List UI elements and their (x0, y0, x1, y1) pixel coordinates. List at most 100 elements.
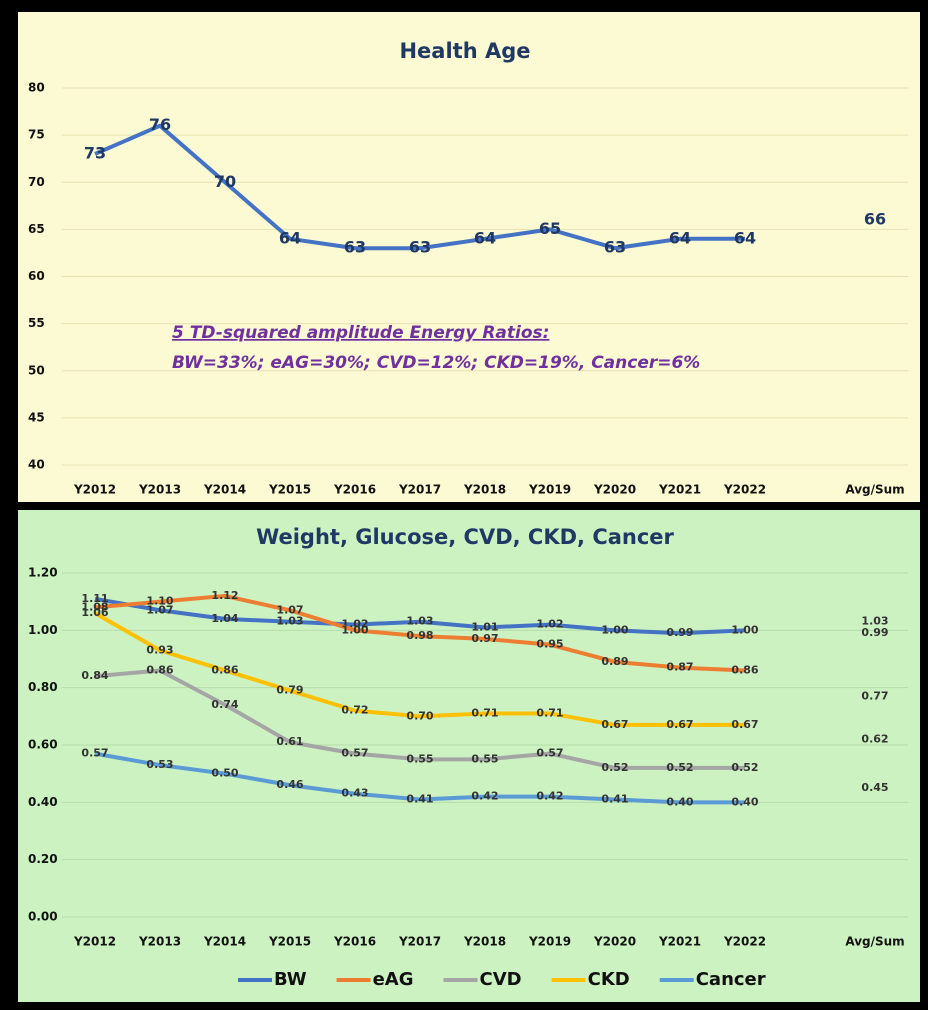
x-tick-label: Y2021 (658, 935, 701, 949)
data-label: 0.45 (861, 781, 888, 794)
panel (18, 12, 920, 502)
annotation: BW=33%; eAG=30%; CVD=12%; CKD=19%, Cance… (172, 353, 700, 373)
data-label: 1.00 (731, 623, 758, 636)
y-tick-label: 0.60 (28, 738, 58, 752)
data-label: 0.61 (276, 735, 303, 748)
y-tick-label: 75 (28, 128, 45, 142)
data-label: 0.86 (146, 663, 173, 676)
x-tick-label: Y2016 (333, 935, 376, 949)
data-label: 0.40 (731, 795, 758, 808)
data-label: 0.52 (731, 761, 758, 774)
x-tick-label: Y2018 (463, 935, 506, 949)
chart-title: Health Age (399, 39, 530, 63)
data-label: 0.99 (861, 626, 888, 639)
data-label: 0.53 (146, 758, 173, 771)
x-tick-label: Y2022 (723, 483, 766, 497)
data-label: 0.52 (666, 761, 693, 774)
data-label: 0.71 (471, 706, 498, 719)
x-tick-label: Y2013 (138, 935, 181, 949)
x-tick-label: Y2019 (528, 483, 571, 497)
data-label: 1.11 (81, 592, 108, 605)
x-tick-label: Y2017 (398, 483, 441, 497)
y-tick-label: 80 (28, 81, 45, 95)
data-label: 64 (734, 228, 756, 247)
data-label: 0.95 (536, 638, 563, 651)
y-tick-label: 0.80 (28, 680, 58, 694)
data-label: 0.79 (276, 684, 303, 697)
data-label: 63 (604, 238, 626, 257)
data-label: 0.77 (861, 689, 888, 702)
data-label: 66 (864, 209, 886, 228)
y-tick-label: 1.00 (28, 623, 58, 637)
y-tick-label: 55 (28, 316, 45, 330)
data-label: 0.98 (406, 629, 433, 642)
data-label: 0.97 (471, 632, 498, 645)
data-label: 0.93 (146, 643, 173, 656)
data-label: 0.52 (601, 761, 628, 774)
data-label: 64 (669, 228, 691, 247)
data-label: 1.04 (211, 612, 238, 625)
x-tick-label: Y2012 (73, 483, 116, 497)
data-label: 0.62 (861, 732, 888, 745)
data-label: 63 (409, 238, 431, 257)
data-label: 0.86 (211, 663, 238, 676)
data-label: 1.00 (601, 623, 628, 636)
y-tick-label: 45 (28, 410, 45, 424)
data-label: 0.46 (276, 778, 303, 791)
data-label: 1.03 (276, 615, 303, 628)
y-tick-label: 70 (28, 175, 45, 189)
data-label: 65 (539, 219, 561, 238)
data-label: 0.67 (601, 718, 628, 731)
data-label: 1.02 (536, 618, 563, 631)
y-tick-label: 40 (28, 458, 45, 472)
x-tick-label: Y2022 (723, 935, 766, 949)
x-tick-label: Y2013 (138, 483, 181, 497)
x-tick-label: Y2015 (268, 935, 311, 949)
x-tick-label: Y2020 (593, 935, 636, 949)
data-label: 0.87 (666, 661, 693, 674)
x-tick-label: Y2017 (398, 935, 441, 949)
y-tick-label: 1.20 (28, 566, 58, 580)
data-label: 0.84 (81, 669, 108, 682)
legend-label: CKD (588, 969, 630, 990)
panel (18, 510, 920, 1002)
data-label: 0.67 (731, 718, 758, 731)
data-label: 0.72 (341, 704, 368, 717)
data-label: 0.42 (536, 790, 563, 803)
x-tick-label: Avg/Sum (845, 935, 904, 949)
legend-label: Cancer (696, 969, 766, 990)
data-label: 0.57 (81, 747, 108, 760)
legend-label: BW (274, 969, 307, 990)
x-tick-label: Y2019 (528, 935, 571, 949)
data-label: 0.89 (601, 655, 628, 668)
data-label: 0.55 (406, 752, 433, 765)
data-label: 0.74 (211, 698, 238, 711)
data-label: 0.70 (406, 709, 433, 722)
x-tick-label: Y2016 (333, 483, 376, 497)
data-label: 0.42 (471, 790, 498, 803)
data-label: 0.57 (341, 747, 368, 760)
data-label: 0.67 (666, 718, 693, 731)
y-tick-label: 0.20 (28, 852, 58, 866)
x-tick-label: Y2012 (73, 935, 116, 949)
data-label: 1.00 (341, 623, 368, 636)
x-tick-label: Avg/Sum (845, 483, 904, 497)
x-tick-label: Y2015 (268, 483, 311, 497)
data-label: 1.01 (471, 620, 498, 633)
annotation: 5 TD-squared amplitude Energy Ratios: (172, 323, 549, 343)
data-label: 1.03 (861, 615, 888, 628)
x-tick-label: Y2021 (658, 483, 701, 497)
data-label: 0.41 (406, 792, 433, 805)
data-label: 0.99 (666, 626, 693, 639)
y-tick-label: 65 (28, 222, 45, 236)
data-label: 0.55 (471, 752, 498, 765)
data-label: 0.43 (341, 787, 368, 800)
data-label: 0.40 (666, 795, 693, 808)
x-tick-label: Y2014 (203, 935, 246, 949)
data-label: 63 (344, 238, 366, 257)
data-label: 1.10 (146, 595, 173, 608)
x-tick-label: Y2018 (463, 483, 506, 497)
data-label: 1.02 (341, 618, 368, 631)
data-label: 64 (279, 228, 301, 247)
